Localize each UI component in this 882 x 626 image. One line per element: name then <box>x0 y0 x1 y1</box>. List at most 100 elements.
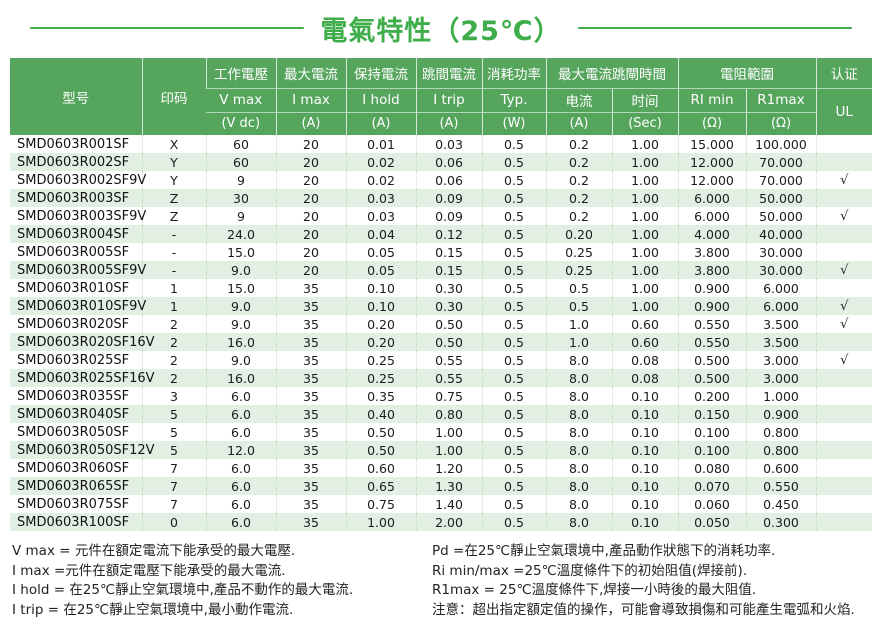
cell-model: SMD0603R025SF <box>17 352 130 368</box>
cell-rmax: 70.000 <box>745 171 816 189</box>
cell-ihold: 0.04 <box>345 225 416 243</box>
cell-vmax: 16.0 <box>205 333 276 351</box>
cell-ul-mark <box>815 441 872 459</box>
page-title: 電氣特性（25℃） <box>320 15 562 47</box>
cell-rmax: 3.000 <box>745 351 816 369</box>
cell-power: 0.5 <box>481 423 546 441</box>
table-row: SMD0603R003SF9V Z 9 20 0.03 0.09 0.5 0.2 1.00 6.0… <box>10 207 872 225</box>
cell-model: SMD0603R005SF <box>17 244 130 260</box>
cell-ul-mark <box>815 243 872 261</box>
cell-itrip: 1.30 <box>415 477 482 495</box>
cell-power: 0.5 <box>481 513 546 531</box>
note-line: V max = 元件在額定電流下能承受的最大電壓. <box>12 543 296 559</box>
cell-rmin: 0.550 <box>677 315 746 333</box>
cell-trip-current: 8.0 <box>545 513 612 531</box>
cell-power: 0.5 <box>481 441 546 459</box>
cell-trip-current: 0.2 <box>545 207 612 225</box>
note-line: I max =元件在額定電壓下能承受的最大電流. <box>12 562 286 579</box>
cell-imax: 35 <box>275 405 346 423</box>
spec-table: 型号 印码 工作電壓 最大電流 保持電流 跳間電流 消耗功率 最大電流跳閘時間 … <box>10 58 872 531</box>
cell-rmin: 12.000 <box>677 153 746 171</box>
cell-trip-time: 1.00 <box>611 279 678 297</box>
cell-imax: 20 <box>275 171 346 189</box>
cell-trip-current: 0.5 <box>545 279 612 297</box>
cell-imax: 35 <box>275 495 346 513</box>
cell-itrip: 0.15 <box>415 261 482 279</box>
cell-rmax: 0.600 <box>745 459 816 477</box>
cell-rmax: 0.300 <box>745 513 816 531</box>
cell-power: 0.5 <box>481 495 546 513</box>
header-unit-vmax: (V dc) <box>206 111 276 135</box>
header-unit-rmin: (Ω) <box>677 111 746 135</box>
header-model: 型号 <box>10 58 142 135</box>
cell-itrip: 0.09 <box>415 207 482 225</box>
cell-vmax: 6.0 <box>205 423 276 441</box>
header-group-power: 消耗功率 <box>481 58 546 88</box>
cell-print-code: Y <box>141 153 206 171</box>
cell-power: 0.5 <box>481 387 546 405</box>
cell-model: SMD0603R025SF16V <box>17 370 155 386</box>
title-rule-right <box>577 27 852 29</box>
cell-model: SMD0603R020SF <box>17 316 130 332</box>
cell-rmax: 70.000 <box>745 153 816 171</box>
cell-ihold: 0.35 <box>345 387 416 405</box>
header-unit-power: (W) <box>481 111 546 135</box>
cell-itrip: 1.20 <box>415 459 482 477</box>
cell-rmax: 0.900 <box>745 405 816 423</box>
note-line: 注意：超出指定額定值的操作，可能會導致損傷和可能產生電弧和火焰. <box>432 601 855 618</box>
cell-ul-mark <box>815 135 872 153</box>
cell-ihold: 0.60 <box>345 459 416 477</box>
cell-ihold: 1.00 <box>345 513 416 531</box>
cell-ul-mark: √ <box>815 261 872 279</box>
cell-ihold: 0.75 <box>345 495 416 513</box>
cell-ul-mark <box>815 495 872 513</box>
cell-rmax: 30.000 <box>745 243 816 261</box>
cell-print-code: 1 <box>141 297 206 315</box>
cell-rmax: 100.000 <box>745 135 816 153</box>
cell-print-code: 1 <box>141 279 206 297</box>
cell-power: 0.5 <box>481 333 546 351</box>
note-line: R1max = 25℃溫度條件下,焊接一小時後的最大阻值. <box>432 582 757 598</box>
cell-vmax: 6.0 <box>205 405 276 423</box>
cell-model: SMD0603R010SF9V <box>17 298 147 314</box>
cell-rmin: 0.100 <box>677 423 746 441</box>
cell-itrip: 0.03 <box>415 135 482 153</box>
cell-imax: 35 <box>275 351 346 369</box>
header-group-itrip: 跳間電流 <box>415 58 482 88</box>
cell-model: SMD0603R020SF16V <box>17 334 155 350</box>
cell-vmax: 9.0 <box>205 351 276 369</box>
cell-model: SMD0603R040SF <box>17 406 130 422</box>
table-row: SMD0603R050SF 5 6.0 35 0.50 1.00 0.5 8.0 0.10 0.1… <box>10 423 872 441</box>
cell-print-code: 2 <box>141 333 206 351</box>
cell-trip-current: 8.0 <box>545 477 612 495</box>
cell-print-code: 7 <box>141 459 206 477</box>
cell-model: SMD0603R003SF <box>17 190 130 206</box>
cell-trip-current: 8.0 <box>545 459 612 477</box>
cell-vmax: 9 <box>205 171 276 189</box>
cell-rmin: 0.500 <box>677 369 746 387</box>
cell-trip-time: 0.08 <box>611 351 678 369</box>
cell-ihold: 0.10 <box>345 279 416 297</box>
cell-rmax: 0.550 <box>745 477 816 495</box>
header-print-code: 印码 <box>141 58 206 135</box>
cell-power: 0.5 <box>481 405 546 423</box>
header-unit-trip-time: (Sec) <box>611 111 678 135</box>
cell-vmax: 60 <box>205 135 276 153</box>
cell-power: 0.5 <box>481 261 546 279</box>
cell-imax: 35 <box>275 513 346 531</box>
header-sub-power: Typ. <box>481 87 546 112</box>
cell-ul-mark: √ <box>815 351 872 369</box>
cell-ul-mark: √ <box>815 297 872 315</box>
cell-trip-time: 0.10 <box>611 513 678 531</box>
cell-trip-time: 0.08 <box>611 369 678 387</box>
cell-imax: 35 <box>275 315 346 333</box>
title-bar: 電氣特性（25℃） <box>0 0 882 48</box>
cell-rmax: 40.000 <box>745 225 816 243</box>
table-header: 型号 印码 工作電壓 最大電流 保持電流 跳間電流 消耗功率 最大電流跳閘時間 … <box>10 58 872 135</box>
table-row: SMD0603R005SF9V -9.0 20 0.05 0.15 0.5 0.25 1.00… <box>10 261 872 279</box>
cell-print-code: Y <box>141 171 206 189</box>
cell-vmax: 9 <box>205 207 276 225</box>
cell-imax: 35 <box>275 333 346 351</box>
cell-imax: 35 <box>275 477 346 495</box>
cell-rmin: 0.070 <box>677 477 746 495</box>
